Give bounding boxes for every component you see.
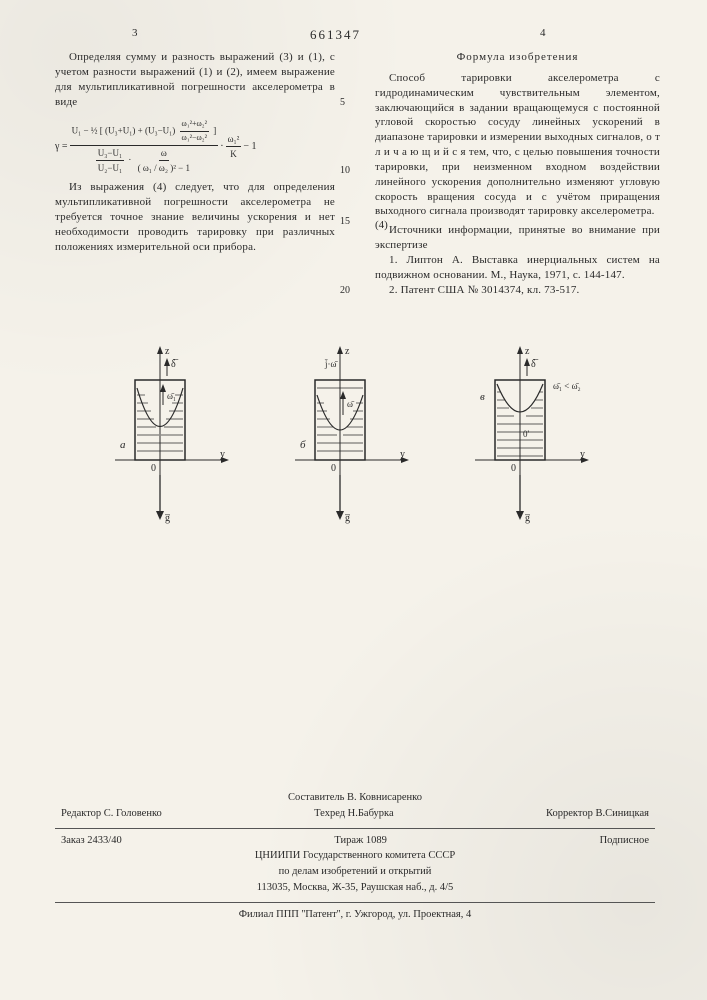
page-num-right: 4 (540, 26, 548, 41)
fig-b-mark: б (300, 438, 306, 453)
footer-org: ЦНИИПИ Государственного комитета СССР по… (55, 848, 655, 895)
page: 3 661347 4 5 10 15 20 Определяя сумму и … (0, 0, 707, 1000)
fig-c-origin: 0 (511, 462, 516, 476)
margin-num-15: 15 (340, 215, 350, 229)
fig-b-z: z (345, 345, 349, 359)
eq-den-b-den2: ( ω₁ / ω₂ )² − 1 (136, 161, 192, 174)
right-para-1: Способ тарировки акселерометра с гидроди… (375, 71, 660, 219)
fig-a-d: δ̅ (171, 358, 176, 372)
margin-num-5: 5 (340, 96, 345, 110)
fig-c-o1: 0' (523, 428, 529, 440)
claims-title: Формула изобретения (375, 50, 660, 65)
eq-den-mid: · (128, 155, 131, 165)
footer-org2: по делам изобретений и открытий (55, 864, 655, 880)
fig-b-w: ω̄ (347, 398, 353, 410)
left-para-1-text: Определяя сумму и разность выражений (3)… (55, 51, 335, 108)
fig-b-y: y (400, 448, 405, 462)
source-2-text: 2. Патент США № 3014374, кл. 73-517. (389, 284, 580, 296)
fig-c-mark: в (480, 390, 485, 405)
footer-techred: Техред Н.Бабурка (314, 806, 393, 822)
margin-num-20: 20 (340, 284, 350, 298)
eq-lhs: γ = (55, 140, 68, 154)
sources-title: Источники информации, принятые во вниман… (375, 223, 660, 253)
figure-c: z y g̅ δ̅ ω̄₁ < ω̄₂ 0' 0 в (445, 340, 595, 540)
doc-number: 661347 (310, 26, 361, 44)
eq-den-b-num: ω (159, 147, 169, 161)
figures-row: z y g̅ δ̅ ω̄₁ 0 а (85, 340, 645, 570)
eq-tail-num: ω₁² (226, 133, 242, 147)
fig-b-g: g̅ (345, 512, 350, 526)
footer-credits-row: Редактор С. Головенко Техред Н.Бабурка К… (55, 806, 655, 822)
column-left: Определяя сумму и разность выражений (3)… (55, 50, 335, 254)
footer-compiler: Составитель В. Ковнисаренко (55, 790, 655, 806)
fig-c-y: y (580, 448, 585, 462)
footer-org1: ЦНИИПИ Государственного комитета СССР (55, 848, 655, 864)
fig-c-d: δ̅ (531, 358, 536, 372)
fig-a-w: ω̄₁ (167, 390, 176, 402)
left-para-1: Определяя сумму и разность выражений (3)… (55, 50, 335, 109)
column-right: Формула изобретения Способ тарировки акс… (375, 50, 660, 298)
eq-den-a: U₃−U₁ (96, 147, 124, 161)
eq-tail: − 1 (243, 140, 256, 154)
eq-num-a: U₁ − ½ [ (U₃+U₁) + (U₃−U₁) (72, 126, 176, 136)
left-para-2: Из выражения (4) следует, что для опреде… (55, 180, 335, 254)
eq-small-num: ω₁²+ω₂² (180, 119, 209, 132)
fig-c-g: g̅ (525, 512, 530, 526)
fig-c-w: ω̄₁ < ω̄₂ (553, 380, 581, 392)
equation-4: γ = U₁ − ½ [ (U₃+U₁) + (U₃−U₁) ω₁²+ω₂² ω… (55, 119, 335, 174)
left-para-2-text: Из выражения (4) следует, что для опреде… (55, 181, 335, 252)
footer: Составитель В. Ковнисаренко Редактор С. … (55, 790, 655, 922)
footer-order: Заказ 2433/40 (61, 833, 122, 849)
sources-title-text: Источники информации, принятые во вниман… (375, 224, 660, 251)
fig-b-origin: 0 (331, 462, 336, 476)
eq-den-b-den1: U₂−U₁ (96, 161, 124, 174)
fig-a-origin: 0 (151, 462, 156, 476)
source-1: 1. Липтон А. Выставка инерциальных систе… (375, 253, 660, 283)
eq-tail-den: K (228, 147, 239, 160)
source-2: 2. Патент США № 3014374, кл. 73-517. (375, 283, 660, 298)
footer-corrector: Корректор В.Синицкая (546, 806, 649, 822)
fig-a-z: z (165, 345, 169, 359)
source-1-text: 1. Липтон А. Выставка инерциальных систе… (375, 254, 660, 281)
figure-b: z y g̅ j̄·ω̄ ω̄ 0 б (265, 340, 415, 540)
eq-num-b: ] (213, 126, 216, 136)
fig-a-g: g̅ (165, 512, 170, 526)
fig-b-jw: j̄·ω̄ (325, 358, 336, 370)
fig-a-mark: а (120, 438, 126, 453)
page-num-left: 3 (132, 26, 140, 41)
footer-tirazh: Тираж 1089 (334, 833, 387, 849)
footer-branch: Филиал ППП ''Патент'', г. Ужгород, ул. П… (55, 907, 655, 923)
fig-c-z: z (525, 345, 529, 359)
footer-podpis: Подписное (600, 833, 649, 849)
fig-a-y: y (220, 448, 225, 462)
figure-a: z y g̅ δ̅ ω̄₁ 0 а (85, 340, 235, 540)
footer-addr: 113035, Москва, Ж-35, Раушская наб., д. … (55, 880, 655, 896)
eq-small-den: ω₁²−ω₂² (180, 132, 209, 144)
footer-print-row: Заказ 2433/40 Тираж 1089 Подписное (55, 833, 655, 849)
margin-num-10: 10 (340, 164, 350, 178)
footer-editor: Редактор С. Головенко (61, 806, 162, 822)
right-para-1-text: Способ тарировки акселерометра с гидроди… (375, 72, 660, 218)
